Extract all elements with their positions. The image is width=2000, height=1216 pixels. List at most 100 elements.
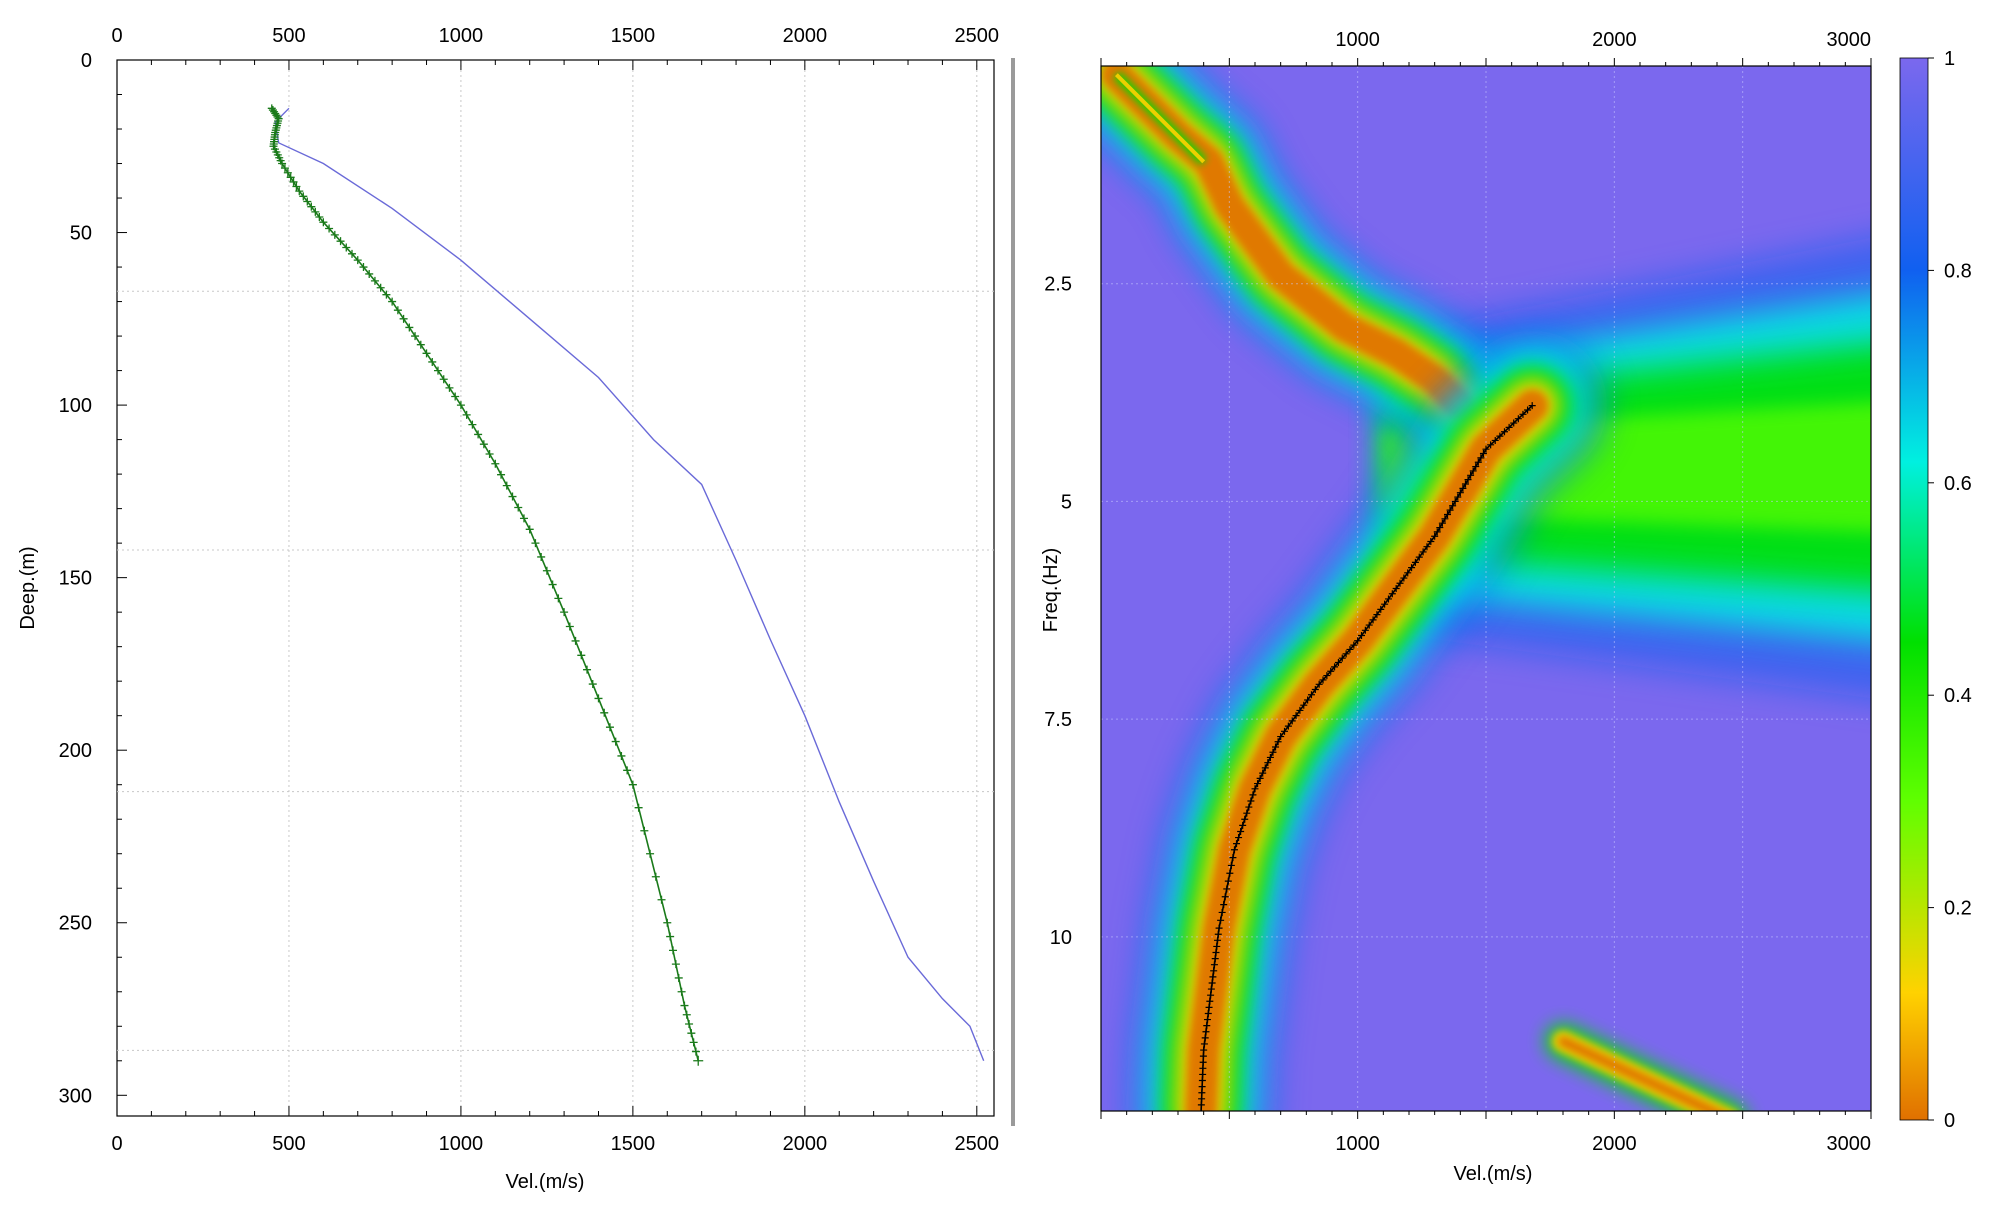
colorbar-tick-label: 0.6 <box>1944 473 1972 495</box>
left-series-point <box>663 918 672 927</box>
picked-curve-point <box>1487 441 1495 449</box>
picked-curve-point <box>1288 717 1296 725</box>
left-x-tick-label-bottom: 2000 <box>783 1133 828 1155</box>
picked-curve-point <box>1210 961 1218 969</box>
picked-curve-point <box>1392 585 1400 592</box>
left-series-point <box>693 1055 704 1066</box>
picked-curve-point <box>1423 543 1431 551</box>
left-y-tick-label: 150 <box>59 568 92 590</box>
left-series-point <box>422 349 431 358</box>
left-x-tick-labels-bottom: 0 500 1000 1500 2000 2500 <box>111 1133 999 1155</box>
left-series-point <box>628 780 637 789</box>
picked-curve-point <box>1474 458 1482 466</box>
right-x-tick-label-bottom: 2000 <box>1592 1133 1637 1155</box>
left-series-point <box>548 580 557 589</box>
picked-curve-point <box>1200 1046 1208 1054</box>
picked-curve-point <box>1247 797 1255 805</box>
left-x-tick-labels-top: 0 500 1000 1500 2000 2500 <box>111 25 999 47</box>
left-series-point <box>491 459 500 468</box>
right-x-tick-label-bottom: 3000 <box>1827 1133 1872 1155</box>
picked-curve-point <box>1220 901 1228 909</box>
picked-curve-point <box>1472 463 1480 471</box>
left-series-point <box>600 708 609 717</box>
picked-curve-point <box>1350 641 1358 649</box>
picked-curve-point <box>1477 454 1485 462</box>
left-series-point <box>280 164 289 173</box>
picked-curve-point <box>1218 908 1226 916</box>
picked-curve-point <box>1261 764 1269 772</box>
picked-curve-point <box>1199 1064 1207 1072</box>
left-series-point <box>685 1019 694 1028</box>
picked-curve-point <box>1233 840 1241 848</box>
picked-curve-point <box>1243 809 1251 817</box>
picked-curve-point <box>1230 846 1238 854</box>
picked-curve-point <box>1354 637 1362 645</box>
left-series-point <box>640 826 649 835</box>
left-series-point <box>319 218 328 227</box>
picked-curve-point <box>1199 1058 1207 1066</box>
picked-curve-point <box>1198 1089 1206 1097</box>
right-y-axis-title: Freq.(Hz) <box>1040 548 1062 632</box>
picked-curve-point <box>1213 942 1221 950</box>
picked-curve-point <box>1212 949 1220 957</box>
picked-curve-point <box>1334 659 1342 667</box>
left-series-point <box>283 168 292 177</box>
picked-curve-point <box>1203 1022 1211 1030</box>
picked-curve-point <box>1217 916 1225 924</box>
picked-curve-point <box>1419 548 1427 556</box>
picked-curve-point <box>1315 680 1323 688</box>
left-x-tick-label-top: 1500 <box>611 25 656 47</box>
left-series-point <box>336 237 345 246</box>
picked-curve-point <box>1369 616 1377 624</box>
left-series-point <box>278 159 287 168</box>
picked-curve-point <box>1235 834 1243 842</box>
picked-curve-point <box>1198 1077 1206 1085</box>
left-x-tick-label-top: 500 <box>272 25 305 47</box>
picked-curve-point <box>1456 489 1464 497</box>
left-series-point <box>537 552 546 561</box>
picked-curve-point <box>1431 532 1439 540</box>
right-y-tick-label: 5 <box>1061 491 1072 513</box>
picked-curve-point <box>1528 402 1536 410</box>
left-series-point <box>292 182 301 191</box>
picked-curve-point <box>1496 432 1504 440</box>
left-series-point <box>674 973 683 982</box>
left-series-point <box>462 410 471 419</box>
picked-curve-point <box>1451 497 1459 505</box>
right-y-tick-label: 7.5 <box>1044 709 1072 731</box>
left-x-axis-title: Vel.(m/s) <box>506 1171 585 1193</box>
right-y-tick-label: 10 <box>1050 927 1072 949</box>
left-series-point <box>565 622 574 631</box>
picked-curve-point <box>1404 569 1412 577</box>
heatmap-tail-inner <box>1114 73 1206 164</box>
picked-curve-point <box>1427 537 1435 545</box>
left-x-tick-label-bottom: 0 <box>111 1133 122 1155</box>
left-series-point <box>680 1001 689 1010</box>
picked-curve-point <box>1204 1009 1212 1017</box>
left-grid <box>117 60 994 1116</box>
picked-curve-point <box>1245 803 1253 811</box>
picked-curve-point <box>1491 436 1499 444</box>
picked-curve-point <box>1327 667 1335 675</box>
left-series-point <box>497 470 506 479</box>
picked-curve-point <box>1461 480 1469 488</box>
left-series-point <box>325 224 334 233</box>
picked-curve-point <box>1237 827 1245 835</box>
picked-curve-point <box>1224 877 1232 885</box>
left-series-point <box>342 243 351 252</box>
picked-curve-point <box>1479 450 1487 458</box>
left-y-tick-label: 0 <box>81 50 92 72</box>
picked-curve-point <box>1311 686 1319 694</box>
left-series-point <box>623 766 632 775</box>
picked-curve-point <box>1198 1083 1206 1091</box>
picked-curve-point <box>1214 936 1222 944</box>
left-series-point <box>376 283 385 292</box>
left-series-point <box>669 946 678 955</box>
picked-curve-point <box>1223 885 1231 893</box>
picked-curve-point <box>1200 1040 1208 1048</box>
dispersion-spectrum-chart: 1000 2000 3000 1000 2000 3000 2.5 5 7.5 10 Vel.… <box>1040 29 1872 1185</box>
picked-curve-point <box>1201 1034 1209 1042</box>
colorbar: 0 0.2 0.4 0.6 0.8 1 <box>1899 48 1972 1132</box>
left-series-point <box>657 895 666 904</box>
left-series-point <box>542 566 551 575</box>
